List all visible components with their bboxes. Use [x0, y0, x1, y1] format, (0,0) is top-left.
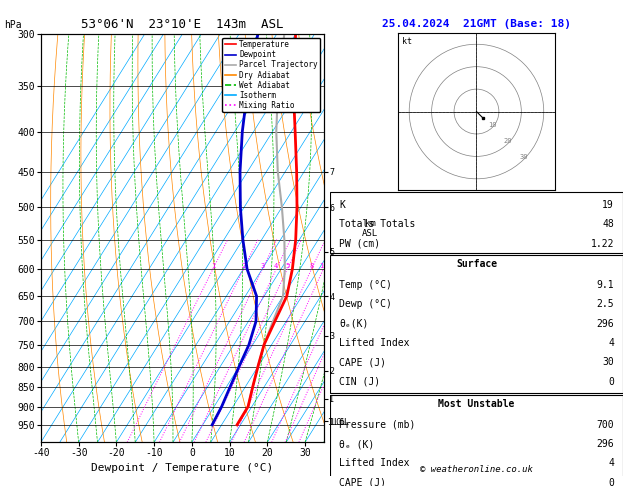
- Text: CAPE (J): CAPE (J): [339, 357, 386, 367]
- Text: 30: 30: [602, 357, 614, 367]
- Text: 0: 0: [608, 377, 614, 387]
- Text: 0: 0: [608, 478, 614, 486]
- Text: 2: 2: [242, 263, 245, 269]
- Text: 10: 10: [319, 263, 328, 269]
- Text: 4: 4: [608, 458, 614, 469]
- Y-axis label: km
ASL: km ASL: [362, 219, 379, 238]
- Text: K: K: [339, 200, 345, 210]
- Text: Lifted Index: Lifted Index: [339, 338, 409, 348]
- Text: 296: 296: [596, 318, 614, 329]
- Legend: Temperature, Dewpoint, Parcel Trajectory, Dry Adiabat, Wet Adiabat, Isotherm, Mi: Temperature, Dewpoint, Parcel Trajectory…: [223, 38, 320, 112]
- Text: 8: 8: [309, 263, 314, 269]
- Text: CAPE (J): CAPE (J): [339, 478, 386, 486]
- Text: 5: 5: [285, 263, 289, 269]
- Text: θₑ(K): θₑ(K): [339, 318, 369, 329]
- Text: 3: 3: [260, 263, 265, 269]
- Text: 9.1: 9.1: [596, 280, 614, 290]
- Text: 1LCL: 1LCL: [327, 418, 345, 427]
- Text: 4: 4: [274, 263, 279, 269]
- Text: 19: 19: [602, 200, 614, 210]
- Title: 53°06'N  23°10'E  143m  ASL: 53°06'N 23°10'E 143m ASL: [81, 18, 284, 32]
- Text: 1: 1: [211, 263, 215, 269]
- Text: 48: 48: [602, 219, 614, 229]
- Text: Surface: Surface: [456, 260, 497, 269]
- Text: hPa: hPa: [4, 20, 22, 30]
- Text: PW (cm): PW (cm): [339, 239, 380, 249]
- Text: Most Unstable: Most Unstable: [438, 399, 515, 409]
- Text: Dewp (°C): Dewp (°C): [339, 299, 392, 309]
- Text: Pressure (mb): Pressure (mb): [339, 419, 415, 430]
- Bar: [330, 192, 623, 253]
- Text: 700: 700: [596, 419, 614, 430]
- Text: 2.5: 2.5: [596, 299, 614, 309]
- Bar: [330, 395, 623, 486]
- Text: 296: 296: [596, 439, 614, 449]
- Text: Totals Totals: Totals Totals: [339, 219, 415, 229]
- Text: θₑ (K): θₑ (K): [339, 439, 374, 449]
- Text: 4: 4: [608, 338, 614, 348]
- Bar: [330, 255, 623, 393]
- Text: Lifted Index: Lifted Index: [339, 458, 409, 469]
- Text: 1.22: 1.22: [591, 239, 614, 249]
- Text: © weatheronline.co.uk: © weatheronline.co.uk: [420, 465, 533, 474]
- Text: 25.04.2024  21GMT (Base: 18): 25.04.2024 21GMT (Base: 18): [382, 19, 571, 29]
- Text: CIN (J): CIN (J): [339, 377, 380, 387]
- Text: Temp (°C): Temp (°C): [339, 280, 392, 290]
- X-axis label: Dewpoint / Temperature (°C): Dewpoint / Temperature (°C): [91, 463, 274, 473]
